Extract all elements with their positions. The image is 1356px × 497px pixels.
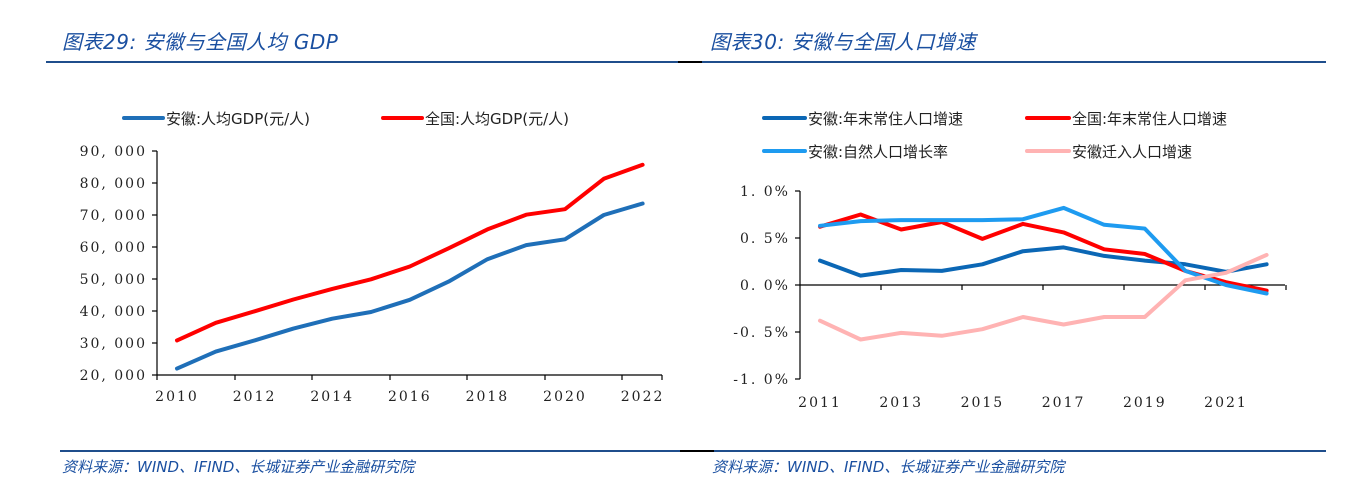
x-tick-label: 2017 <box>1042 395 1086 411</box>
y-tick-label: 30, 000 <box>80 336 147 352</box>
population-chart-axes: -1. 0% -0. 5% 0. 0% 0. 5% 1. 0% 2011 2013 2015 2… <box>733 184 1287 411</box>
x-tick-label: 2021 <box>1204 395 1248 411</box>
left-figure-title: 图表29: 安徽与全国人均 GDP <box>62 30 339 54</box>
right-title-rule <box>702 61 1326 63</box>
x-tick-label: 2012 <box>233 389 277 405</box>
right-source-note: 资料来源：WIND、IFIND、长城证券产业金融研究院 <box>712 458 1065 476</box>
x-tick-label: 2022 <box>621 389 665 405</box>
x-tick-label: 2018 <box>466 389 510 405</box>
y-tick-label: 0. 0% <box>740 278 790 294</box>
x-tick-label: 2014 <box>310 389 354 405</box>
y-tick-label: -1. 0% <box>733 372 790 388</box>
x-tick-label: 2020 <box>543 389 587 405</box>
population-growth-chart: 安徽:年末常住人口增速 全国:年末常住人口增速 安徽:自然人口增长率 安徽迁入人… <box>733 110 1287 411</box>
x-tick-label: 2015 <box>961 395 1005 411</box>
legend-label-national-gdp: 全国:人均GDP(元/人) <box>425 110 569 128</box>
series-line-1 <box>175 162 645 343</box>
x-tick-label: 2016 <box>388 389 432 405</box>
gdp-chart-legend: 安徽:人均GDP(元/人) 全国:人均GDP(元/人) <box>122 110 569 128</box>
legend-label-anhui-natural: 安徽:自然人口增长率 <box>808 143 948 161</box>
y-tick-label: 50, 000 <box>80 272 147 288</box>
series-line-2 <box>818 205 1269 296</box>
legend-label-anhui-resident: 安徽:年末常住人口增速 <box>808 110 963 128</box>
y-tick-label: 20, 000 <box>80 368 147 384</box>
right-figure-title: 图表30: 安徽与全国人口增速 <box>710 30 977 54</box>
legend-label-national-resident: 全国:年末常住人口增速 <box>1072 110 1227 128</box>
y-tick-label: -0. 5% <box>733 325 790 341</box>
left-source-note: 资料来源：WIND、IFIND、长城证券产业金融研究院 <box>62 458 415 476</box>
population-chart-legend: 安徽:年末常住人口增速 全国:年末常住人口增速 安徽:自然人口增长率 安徽迁入人… <box>762 110 1227 161</box>
population-chart-lines <box>818 205 1269 342</box>
left-title-rule <box>46 61 678 63</box>
x-tick-label: 2010 <box>155 389 199 405</box>
x-tick-label: 2019 <box>1123 395 1167 411</box>
y-tick-label: 70, 000 <box>80 208 147 224</box>
y-tick-label: 80, 000 <box>80 176 147 192</box>
legend-label-anhui-gdp: 安徽:人均GDP(元/人) <box>166 110 310 128</box>
gdp-chart-axes: 20, 000 30, 000 40, 000 50, 000 60, 000 70, 0… <box>80 144 665 405</box>
x-tick-label: 2013 <box>879 395 923 411</box>
right-source-rule <box>714 450 1326 452</box>
gdp-per-capita-chart: 安徽:人均GDP(元/人) 全国:人均GDP(元/人) 20, 000 30, 0… <box>80 110 665 405</box>
series-line-0 <box>175 201 645 371</box>
y-tick-label: 40, 000 <box>80 304 147 320</box>
title-rule-gap <box>678 61 702 63</box>
legend-label-anhui-migration: 安徽迁入人口增速 <box>1072 143 1192 161</box>
y-tick-label: 60, 000 <box>80 240 147 256</box>
gdp-chart-lines <box>175 162 645 371</box>
series-line-0 <box>818 245 1269 278</box>
x-tick-label: 2011 <box>798 395 842 411</box>
y-tick-label: 1. 0% <box>740 184 790 200</box>
series-line-3 <box>818 252 1269 342</box>
source-rule-gap <box>680 450 714 452</box>
left-source-rule <box>60 450 680 452</box>
y-tick-label: 0. 5% <box>740 231 790 247</box>
y-tick-label: 90, 000 <box>80 144 147 160</box>
